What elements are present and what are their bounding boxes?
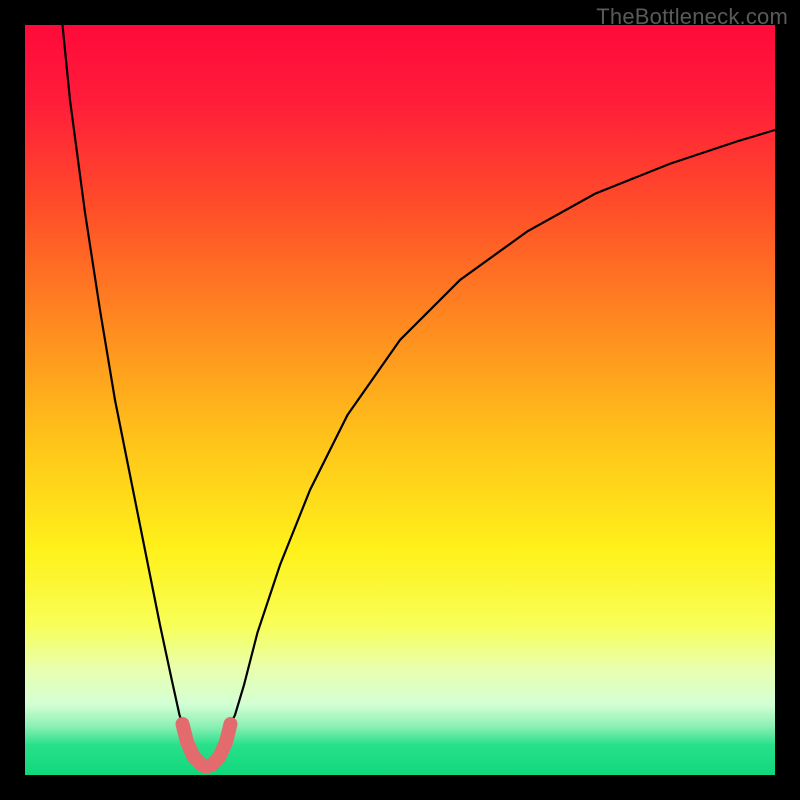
- chart-canvas: TheBottleneck.com: [0, 0, 800, 800]
- watermark-text: TheBottleneck.com: [596, 4, 788, 30]
- bottleneck-curve-chart: [0, 0, 800, 800]
